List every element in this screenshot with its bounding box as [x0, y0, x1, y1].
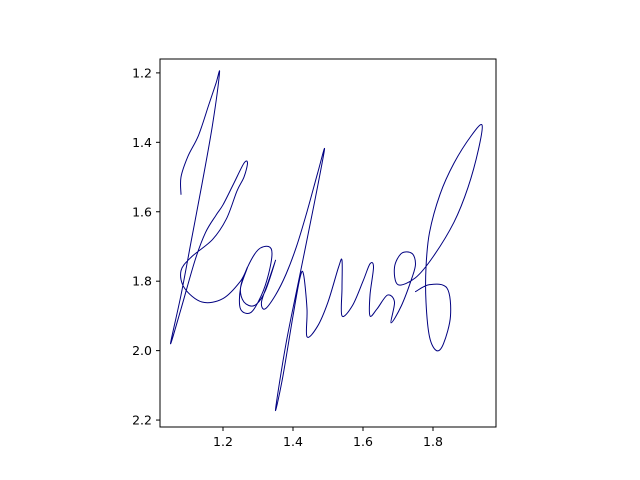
y-tick-label: 2.0 [132, 343, 152, 358]
y-tick-label: 1.8 [132, 274, 152, 289]
x-tick-label: 1.8 [423, 434, 443, 449]
x-axis: 1.2 1.4 1.6 1.8 [213, 427, 443, 449]
x-tick-label: 1.6 [353, 434, 373, 449]
y-tick-label: 2.2 [132, 413, 152, 428]
x-tick-label: 1.2 [213, 434, 233, 449]
series-layer [170, 70, 483, 412]
y-tick-label: 1.6 [132, 204, 152, 219]
plot-area [159, 58, 497, 428]
axes-frame [159, 58, 497, 428]
y-axis: 1.2 1.4 1.6 1.8 2.0 2.2 [132, 65, 160, 428]
axes-background [160, 59, 496, 427]
series-line-0 [170, 70, 483, 412]
x-tick-label: 1.4 [283, 434, 303, 449]
y-tick-label: 1.4 [132, 135, 152, 150]
y-tick-label: 1.2 [132, 65, 152, 80]
